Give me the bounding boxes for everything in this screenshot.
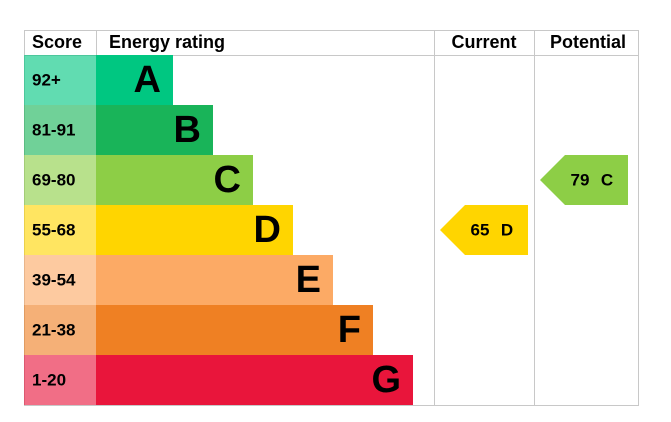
- rating-letter: G: [371, 359, 401, 401]
- rating-bar: [96, 155, 253, 205]
- rating-letter: C: [214, 159, 241, 201]
- score-label: 39-54: [32, 270, 76, 289]
- rating-letter: A: [134, 59, 161, 101]
- header-current: Current: [451, 32, 516, 52]
- rating-bar: [96, 55, 173, 105]
- potential-letter: C: [601, 170, 613, 189]
- potential-arrow: [540, 155, 628, 205]
- rating-letter: D: [254, 209, 281, 251]
- score-cell: [24, 255, 96, 305]
- current-letter: D: [501, 220, 513, 239]
- rating-letter: E: [296, 259, 321, 301]
- score-cell: [24, 305, 96, 355]
- potential-value: 79: [571, 170, 590, 189]
- rating-bar: [96, 355, 413, 405]
- rating-bar: [96, 205, 293, 255]
- score-label: 21-38: [32, 320, 75, 339]
- score-label: 92+: [32, 70, 61, 89]
- rating-letter: B: [174, 109, 201, 151]
- header-score: Score: [32, 32, 82, 52]
- score-cell: [24, 105, 96, 155]
- header-energy-rating: Energy rating: [109, 32, 225, 52]
- rating-bar: [96, 255, 333, 305]
- current-arrow: [440, 205, 528, 255]
- score-label: 69-80: [32, 170, 75, 189]
- score-label: 55-68: [32, 220, 75, 239]
- rating-letter: F: [338, 309, 361, 351]
- score-cell: [24, 55, 96, 105]
- score-cell: [24, 155, 96, 205]
- score-cell: [24, 355, 96, 405]
- score-label: 1-20: [32, 370, 66, 389]
- score-cell: [24, 205, 96, 255]
- current-value: 65: [471, 220, 490, 239]
- score-label: 81-91: [32, 120, 75, 139]
- header-potential: Potential: [550, 32, 626, 52]
- rating-bar: [96, 105, 213, 155]
- rating-bar: [96, 305, 373, 355]
